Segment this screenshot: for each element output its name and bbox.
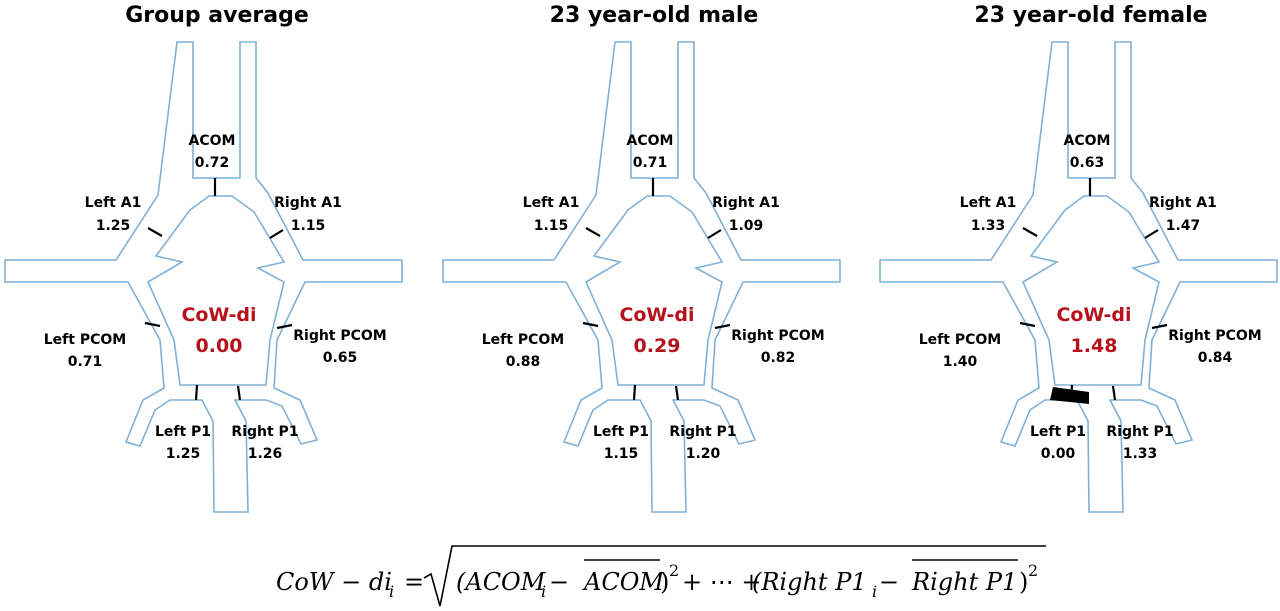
- cow-di-value: 1.48: [1071, 335, 1118, 357]
- right-a1-label: Right A1: [274, 195, 342, 211]
- right-pcom-tick: [276, 323, 293, 330]
- right-a1-tick: [1144, 229, 1159, 239]
- formula-term1-square: 2: [669, 561, 679, 580]
- panel-body: 23 year-old male ACOM 0.71 Left A1 1.15 Right…: [442, 3, 841, 513]
- right-p1-value: 1.26: [248, 446, 283, 462]
- left-pcom-tick: [1019, 321, 1036, 328]
- acom-label: ACOM: [627, 133, 674, 149]
- circle-of-willis-ring: [1021, 195, 1161, 386]
- right-p1-tick: [674, 385, 680, 401]
- formula-lhs: CoW − di: [276, 568, 392, 596]
- left-pcom-value: 0.71: [68, 354, 103, 370]
- circle-of-willis-ring: [146, 195, 286, 386]
- right-a1-tick: [707, 229, 722, 239]
- acom-label: ACOM: [1064, 133, 1111, 149]
- acom-value: 0.71: [633, 155, 668, 171]
- formula-term1-sub: i: [541, 582, 546, 601]
- right-p1-value: 1.33: [1123, 446, 1158, 462]
- right-a1-label: Right A1: [712, 195, 780, 211]
- left-a1-label: Left A1: [960, 195, 1017, 211]
- left-a1-tick: [1022, 227, 1038, 237]
- formula-term1-mean: ACOM: [582, 568, 665, 596]
- formula-equals: =: [404, 568, 424, 596]
- left-pcom-label: Left PCOM: [44, 332, 126, 348]
- formula-term1-close: ): [660, 568, 669, 596]
- panel-body: Group average ACOM 0.72 Left A1 1.25 Right A1…: [4, 3, 403, 513]
- right-pcom-value: 0.84: [1198, 350, 1233, 366]
- formula-term2-close: ): [1019, 568, 1028, 596]
- left-p1-label: Left P1: [155, 424, 211, 440]
- right-p1-label: Right P1: [1106, 424, 1173, 440]
- right-p1-label: Right P1: [669, 424, 736, 440]
- left-p1-value: 0.00: [1041, 446, 1076, 462]
- left-pcom-value: 0.88: [506, 354, 541, 370]
- right-pcom-tick: [714, 323, 731, 330]
- panel-title: Group average: [125, 3, 309, 28]
- left-pcom-value: 1.40: [943, 354, 978, 370]
- cow-di-value: 0.00: [196, 335, 243, 357]
- missing-left-p1-segment: [1050, 387, 1089, 404]
- circle-of-willis-ring: [584, 195, 724, 386]
- left-a1-label: Left A1: [85, 195, 142, 211]
- left-a1-label: Left A1: [523, 195, 580, 211]
- right-p1-tick: [1111, 385, 1117, 401]
- right-a1-value: 1.15: [291, 218, 326, 234]
- acom-value: 0.72: [195, 155, 230, 171]
- left-a1-tick: [147, 227, 163, 237]
- right-a1-value: 1.47: [1166, 218, 1201, 234]
- panel-1: Group average ACOM 0.72 Left A1 1.25 Right A1…: [4, 3, 403, 513]
- formula-term2-sub: i: [872, 582, 877, 601]
- left-a1-value: 1.25: [96, 218, 131, 234]
- formula-term2-minus: −: [879, 568, 899, 596]
- acom-value: 0.63: [1070, 155, 1105, 171]
- formula-lhs-sub: i: [389, 582, 394, 601]
- formula-term2-open: (Right P1: [752, 568, 867, 596]
- left-p1-value: 1.15: [604, 446, 639, 462]
- panel-title: 23 year-old male: [550, 3, 759, 28]
- cow-di-label: CoW-di: [619, 304, 694, 326]
- formula-dots: + ⋯ +: [682, 568, 761, 596]
- right-a1-label: Right A1: [1149, 195, 1217, 211]
- left-a1-value: 1.33: [971, 218, 1006, 234]
- left-pcom-tick: [582, 321, 599, 328]
- cow-di-label: CoW-di: [181, 304, 256, 326]
- right-pcom-value: 0.82: [761, 350, 796, 366]
- right-a1-value: 1.09: [729, 218, 764, 234]
- right-p1-label: Right P1: [231, 424, 298, 440]
- left-pcom-tick: [144, 321, 161, 328]
- left-pcom-label: Left PCOM: [482, 332, 564, 348]
- formula-term1-open: (ACOM: [456, 568, 547, 596]
- right-a1-tick: [269, 229, 284, 239]
- acom-label: ACOM: [189, 133, 236, 149]
- left-pcom-label: Left PCOM: [919, 332, 1001, 348]
- right-pcom-value: 0.65: [323, 350, 358, 366]
- right-pcom-label: Right PCOM: [293, 328, 387, 344]
- left-p1-tick: [632, 384, 637, 401]
- cow-di-label: CoW-di: [1056, 304, 1131, 326]
- left-a1-value: 1.15: [534, 218, 569, 234]
- right-p1-value: 1.20: [686, 446, 721, 462]
- cow-di-value: 0.29: [634, 335, 681, 357]
- formula-term1-minus: −: [549, 568, 569, 596]
- left-p1-value: 1.25: [166, 446, 201, 462]
- right-pcom-tick: [1151, 323, 1168, 330]
- panel-2: 23 year-old male ACOM 0.71 Left A1 1.15 Right…: [442, 3, 841, 513]
- left-p1-label: Left P1: [593, 424, 649, 440]
- panel-title: 23 year-old female: [974, 3, 1207, 28]
- formula-term2-mean: Right P1: [911, 568, 1017, 596]
- formula: CoW − di i = (ACOM i − ACOM ) 2 + ⋯ + (R…: [276, 545, 1046, 607]
- right-pcom-label: Right PCOM: [1168, 328, 1262, 344]
- formula-term2-square: 2: [1028, 561, 1038, 580]
- left-p1-label: Left P1: [1030, 424, 1086, 440]
- panel-3: 23 year-old female ACOM 0.63 Left A1 1.33 Rig…: [879, 3, 1278, 513]
- panels: Group average ACOM 0.72 Left A1 1.25 Right A1…: [4, 3, 1278, 513]
- formula-sqrt-sign: [423, 545, 1046, 607]
- left-p1-tick: [194, 384, 199, 401]
- panel-body: 23 year-old female ACOM 0.63 Left A1 1.33 Rig…: [879, 3, 1278, 513]
- left-a1-tick: [585, 227, 601, 237]
- right-pcom-label: Right PCOM: [731, 328, 825, 344]
- right-p1-tick: [236, 385, 242, 401]
